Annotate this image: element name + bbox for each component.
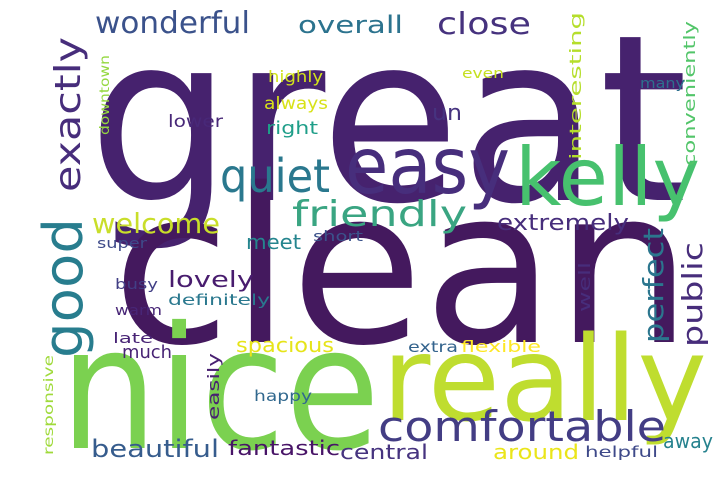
word-always: always [264, 94, 328, 114]
word-exactly: exactly [48, 37, 89, 192]
word-comfortable: comfortable [378, 402, 666, 451]
word-meet: meet [246, 230, 301, 254]
word-late: late [113, 331, 153, 347]
word-even: even [462, 66, 504, 82]
word-fantastic: fantastic [228, 436, 340, 460]
word-super: super [97, 236, 147, 252]
word-friendly: friendly [292, 194, 467, 235]
word-lovely: lovely [168, 268, 254, 293]
word-happy: happy [254, 387, 312, 405]
word-busy: busy [115, 277, 158, 293]
word-responsive: responsive [42, 355, 57, 455]
word-nice: nice [60, 291, 380, 489]
word-really: really [382, 310, 707, 448]
word-warm: warm [115, 303, 162, 319]
word-conveniently: conveniently [680, 21, 699, 166]
word-downtown: downtown [98, 55, 113, 135]
word-close: close [437, 7, 531, 42]
word-many: many [640, 76, 685, 92]
word-helpful: helpful [585, 443, 658, 461]
word-easily: easily [204, 353, 223, 420]
word-highly: highly [268, 67, 323, 86]
word-interesting: interesting [566, 12, 585, 160]
word-around: around [493, 440, 579, 464]
word-lower: lower [168, 112, 223, 132]
word-welcome: welcome [92, 207, 220, 240]
word-definitely: definitely [168, 291, 270, 309]
word-extremely: extremely [497, 211, 629, 236]
word-perfect: perfect [637, 228, 670, 343]
word-wonderful: wonderful [95, 6, 250, 41]
word-great: great [88, 0, 688, 255]
word-spacious: spacious [236, 333, 334, 357]
word-short: short [313, 229, 364, 245]
word-overall: overall [298, 11, 403, 39]
word-public: public [676, 242, 709, 347]
word-quiet: quiet [220, 149, 330, 203]
word-extra: extra [408, 338, 458, 356]
word-central: central [340, 440, 428, 464]
word-easy: easy [345, 122, 510, 212]
word-well: well [575, 262, 594, 312]
word-clean: clean [112, 142, 692, 393]
word-good: good [32, 218, 95, 358]
word-flexible: flexible [461, 337, 541, 356]
word-kelly: kelly [515, 131, 700, 224]
word-away: away [663, 429, 713, 453]
word-much: much [122, 342, 172, 363]
word-beautiful: beautiful [91, 435, 219, 463]
word-right: right [266, 118, 318, 139]
word-un: un [432, 101, 462, 126]
